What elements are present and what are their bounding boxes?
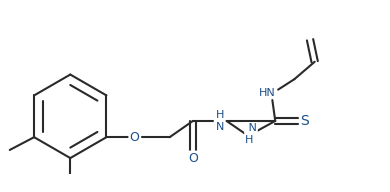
- Text: N
H: N H: [245, 123, 257, 145]
- Text: O: O: [129, 131, 139, 144]
- Text: S: S: [300, 114, 308, 128]
- Text: HN: HN: [259, 88, 276, 98]
- Text: O: O: [188, 151, 198, 165]
- Text: H
N: H N: [215, 110, 224, 132]
